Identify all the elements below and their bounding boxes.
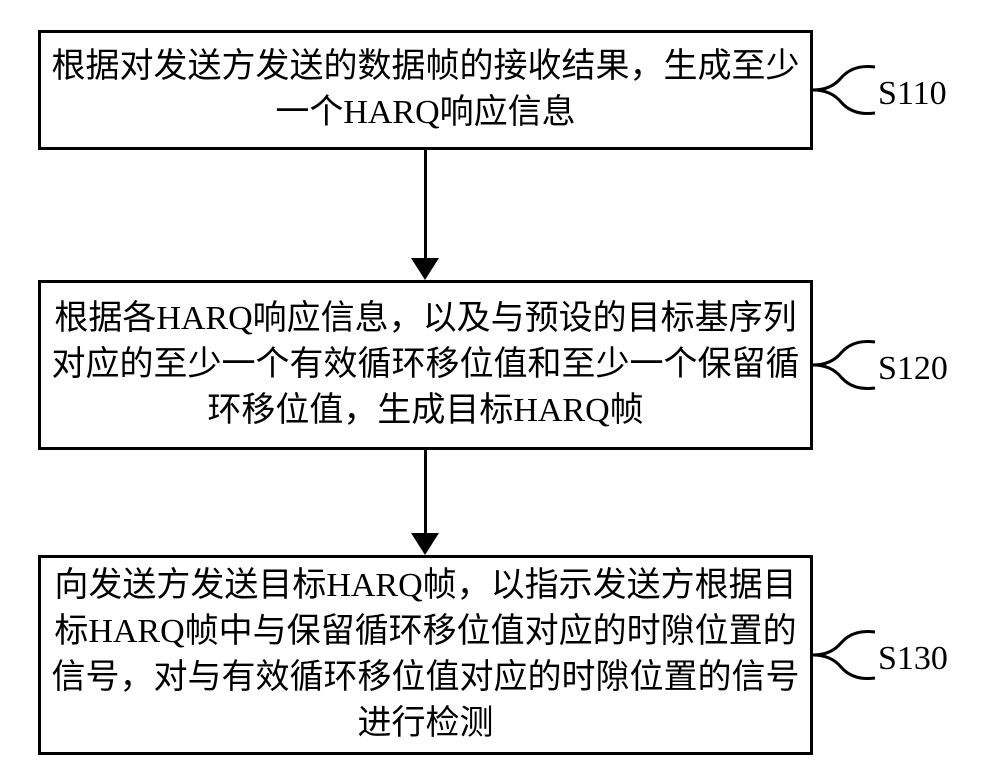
step1-line1: 根据对发送方发送的数据帧的接收结果，生成至少	[52, 44, 800, 90]
arrow-2-head	[411, 533, 439, 555]
brace-2	[813, 335, 887, 395]
flowchart-canvas: 根据对发送方发送的数据帧的接收结果，生成至少 一个HARQ响应信息 S110 根…	[0, 0, 1000, 772]
arrow-1-line	[424, 150, 427, 258]
brace-1	[813, 60, 887, 120]
step3-line4: 进行检测	[52, 701, 800, 747]
step-box-3: 向发送方发送目标HARQ帧，以指示发送方根据目 标HARQ帧中与保留循环移位值对…	[38, 555, 813, 755]
step1-line2: 一个HARQ响应信息	[52, 90, 800, 136]
step-box-2: 根据各HARQ响应信息，以及与预设的目标基序列 对应的至少一个有效循环移位值和至…	[38, 280, 813, 450]
step-label-3: S130	[878, 640, 948, 678]
step-box-1: 根据对发送方发送的数据帧的接收结果，生成至少 一个HARQ响应信息	[38, 30, 813, 150]
step3-line3: 信号，对与有效循环移位值对应的时隙位置的信号	[52, 655, 800, 701]
step3-line2: 标HARQ帧中与保留循环移位值对应的时隙位置的	[52, 609, 800, 655]
step2-line3: 环移位值，生成目标HARQ帧	[52, 388, 800, 434]
step-label-2: S120	[878, 350, 948, 388]
step-label-1: S110	[878, 75, 947, 113]
brace-3	[813, 625, 887, 685]
step2-line1: 根据各HARQ响应信息，以及与预设的目标基序列	[52, 296, 800, 342]
arrow-2-line	[424, 450, 427, 533]
step3-line1: 向发送方发送目标HARQ帧，以指示发送方根据目	[52, 563, 800, 609]
step2-line2: 对应的至少一个有效循环移位值和至少一个保留循	[52, 342, 800, 388]
arrow-1-head	[411, 258, 439, 280]
